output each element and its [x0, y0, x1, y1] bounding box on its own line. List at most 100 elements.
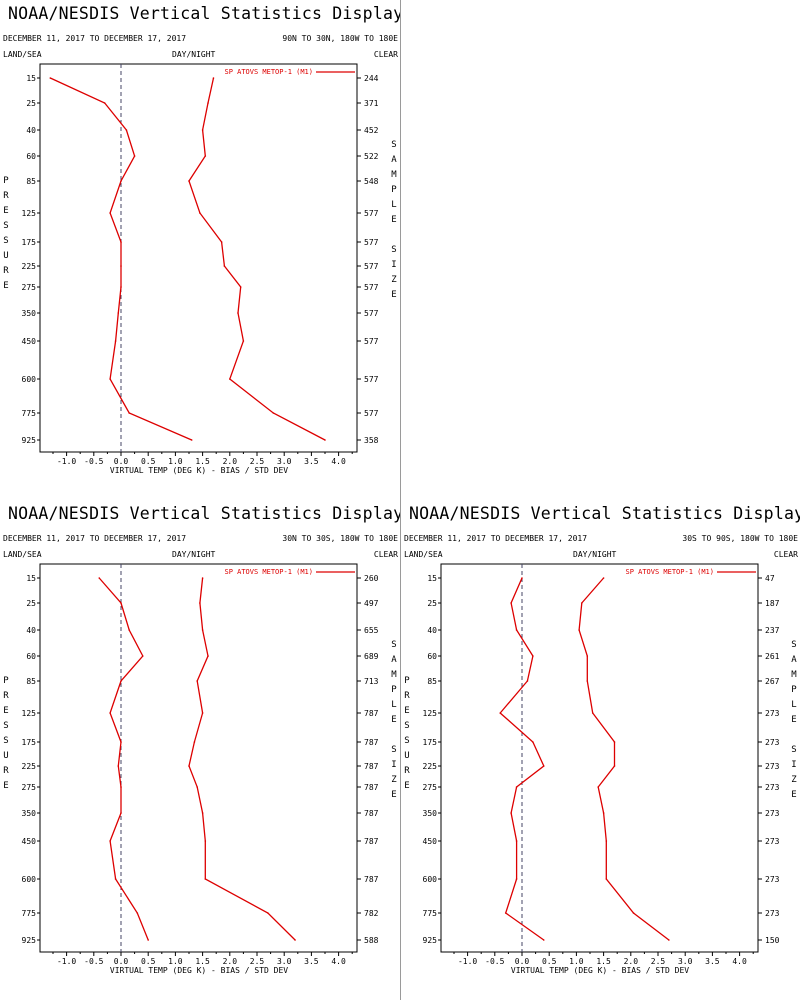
- pressure-level-label: 60: [427, 652, 437, 661]
- x-tick-label: 2.0: [223, 457, 238, 466]
- chart-panel-south: NOAA/NESDIS Vertical Statistics Display …: [401, 500, 800, 1000]
- pressure-level-label: 125: [423, 709, 438, 718]
- x-tick-label: -0.5: [84, 957, 103, 966]
- std-dev-point: [201, 712, 204, 714]
- x-tick-label: 3.5: [304, 457, 319, 466]
- region-label: 30S TO 90S, 180W TO 180E: [682, 534, 798, 543]
- x-axis-title: VIRTUAL TEMP (DEG K) - BIAS / STD DEV: [110, 466, 288, 475]
- pressure-level-label: 25: [26, 99, 36, 108]
- pressure-level-label: 450: [22, 337, 37, 346]
- bias-point: [120, 265, 122, 267]
- plot-frame: [39, 63, 358, 453]
- pressure-level-label: 85: [427, 677, 437, 686]
- clear-label: CLEAR: [773, 550, 798, 559]
- std-dev-point: [199, 212, 201, 214]
- x-tick-label: 4.0: [732, 957, 747, 966]
- chart-panel-north: NOAA/NESDIS Vertical Statistics Display …: [0, 0, 400, 500]
- std-dev-point: [201, 129, 204, 131]
- std-dev-point: [193, 741, 196, 743]
- std-dev-point: [220, 241, 223, 243]
- pressure-level-label: 275: [22, 783, 37, 792]
- std-dev-point: [632, 912, 635, 914]
- std-dev-point: [212, 77, 215, 79]
- std-dev-point: [201, 577, 204, 579]
- std-dev-point: [207, 655, 209, 657]
- pressure-level-label: 600: [22, 375, 37, 384]
- x-tick-label: 2.0: [624, 957, 639, 966]
- bias-point: [504, 912, 507, 914]
- pressure-level-label: 40: [427, 626, 437, 635]
- day-night-label: DAY/NIGHT: [573, 550, 617, 559]
- bias-point: [521, 577, 523, 579]
- pressure-level-label: 175: [22, 738, 37, 747]
- sample-size-label: 787: [364, 875, 379, 884]
- std-dev-point: [204, 155, 207, 157]
- sample-size-label: 273: [765, 837, 780, 846]
- std-dev-point: [591, 712, 594, 714]
- bias-series-line: [98, 577, 149, 941]
- sample-size-label: 577: [364, 262, 379, 271]
- bias-point: [515, 629, 518, 631]
- bias-point: [120, 241, 122, 243]
- legend-label: SP ATOVS METOP-1 (M1): [224, 568, 313, 576]
- sample-size-label: 713: [364, 677, 379, 686]
- x-tick-label: 3.0: [277, 957, 292, 966]
- sample-size-label: 577: [364, 409, 379, 418]
- sample-size-label: 273: [765, 762, 780, 771]
- pressure-level-label: 125: [22, 709, 37, 718]
- x-tick-label: 3.5: [705, 957, 720, 966]
- sample-size-label: 267: [765, 677, 780, 686]
- bias-point: [515, 840, 518, 842]
- std-dev-point: [204, 840, 207, 842]
- pressure-level-label: 15: [26, 74, 36, 83]
- pressure-level-label: 450: [22, 837, 37, 846]
- chart-title: NOAA/NESDIS Vertical Statistics Display: [8, 504, 400, 523]
- sample-size-label: 787: [364, 837, 379, 846]
- std-dev-point: [237, 312, 239, 314]
- bias-point: [120, 286, 122, 288]
- x-tick-label: -1.0: [57, 957, 76, 966]
- bias-point: [117, 765, 120, 767]
- pressure-level-label: 350: [22, 309, 37, 318]
- sample-size-label: 273: [765, 709, 780, 718]
- profile-plot: -1.0 -0.5 0.0 0.5 1.0 1.5 2.0 2.5 3.0 3.5 4.0 VIRTU…: [22, 63, 379, 475]
- pressure-level-label: 225: [22, 262, 37, 271]
- x-tick-label: 1.5: [195, 457, 210, 466]
- bias-point: [109, 378, 111, 380]
- std-dev-point: [267, 912, 269, 914]
- bias-point: [120, 741, 122, 743]
- bias-series-line: [50, 77, 192, 441]
- x-tick-label: 1.5: [195, 957, 210, 966]
- pressure-level-label: 925: [22, 436, 37, 445]
- bias-series-line: [499, 577, 545, 941]
- sample-size-label: 522: [364, 152, 379, 161]
- bias-point: [117, 312, 120, 314]
- std-dev-point: [613, 741, 616, 743]
- x-tick-label: 2.0: [223, 957, 238, 966]
- x-axis-title: VIRTUAL TEMP (DEG K) - BIAS / STD DEV: [110, 966, 288, 975]
- clear-label: CLEAR: [373, 550, 398, 559]
- pressure-level-label: 775: [423, 909, 438, 918]
- pressure-level-label: 15: [427, 574, 437, 583]
- chart-title: NOAA/NESDIS Vertical Statistics Display: [8, 4, 400, 23]
- sample-size-label: 655: [364, 626, 379, 635]
- pressure-level-label: 350: [423, 809, 438, 818]
- std-dev-series-line: [188, 77, 326, 441]
- sample-size-label: 787: [364, 762, 379, 771]
- x-tick-label: 1.0: [569, 957, 584, 966]
- pressure-level-label: 450: [423, 837, 438, 846]
- bias-point: [190, 439, 193, 441]
- x-tick-label: 1.5: [596, 957, 611, 966]
- sample-size-label: 497: [364, 599, 379, 608]
- std-dev-point: [201, 629, 204, 631]
- sample-size-label: 260: [364, 574, 379, 583]
- pressure-level-label: 925: [423, 936, 438, 945]
- pressure-level-label: 775: [22, 909, 37, 918]
- pressure-level-label: 275: [423, 783, 438, 792]
- sample-size-label: 588: [364, 936, 379, 945]
- pressure-level-label: 600: [423, 875, 438, 884]
- date-range: DECEMBER 11, 2017 TO DECEMBER 17, 2017: [3, 34, 187, 43]
